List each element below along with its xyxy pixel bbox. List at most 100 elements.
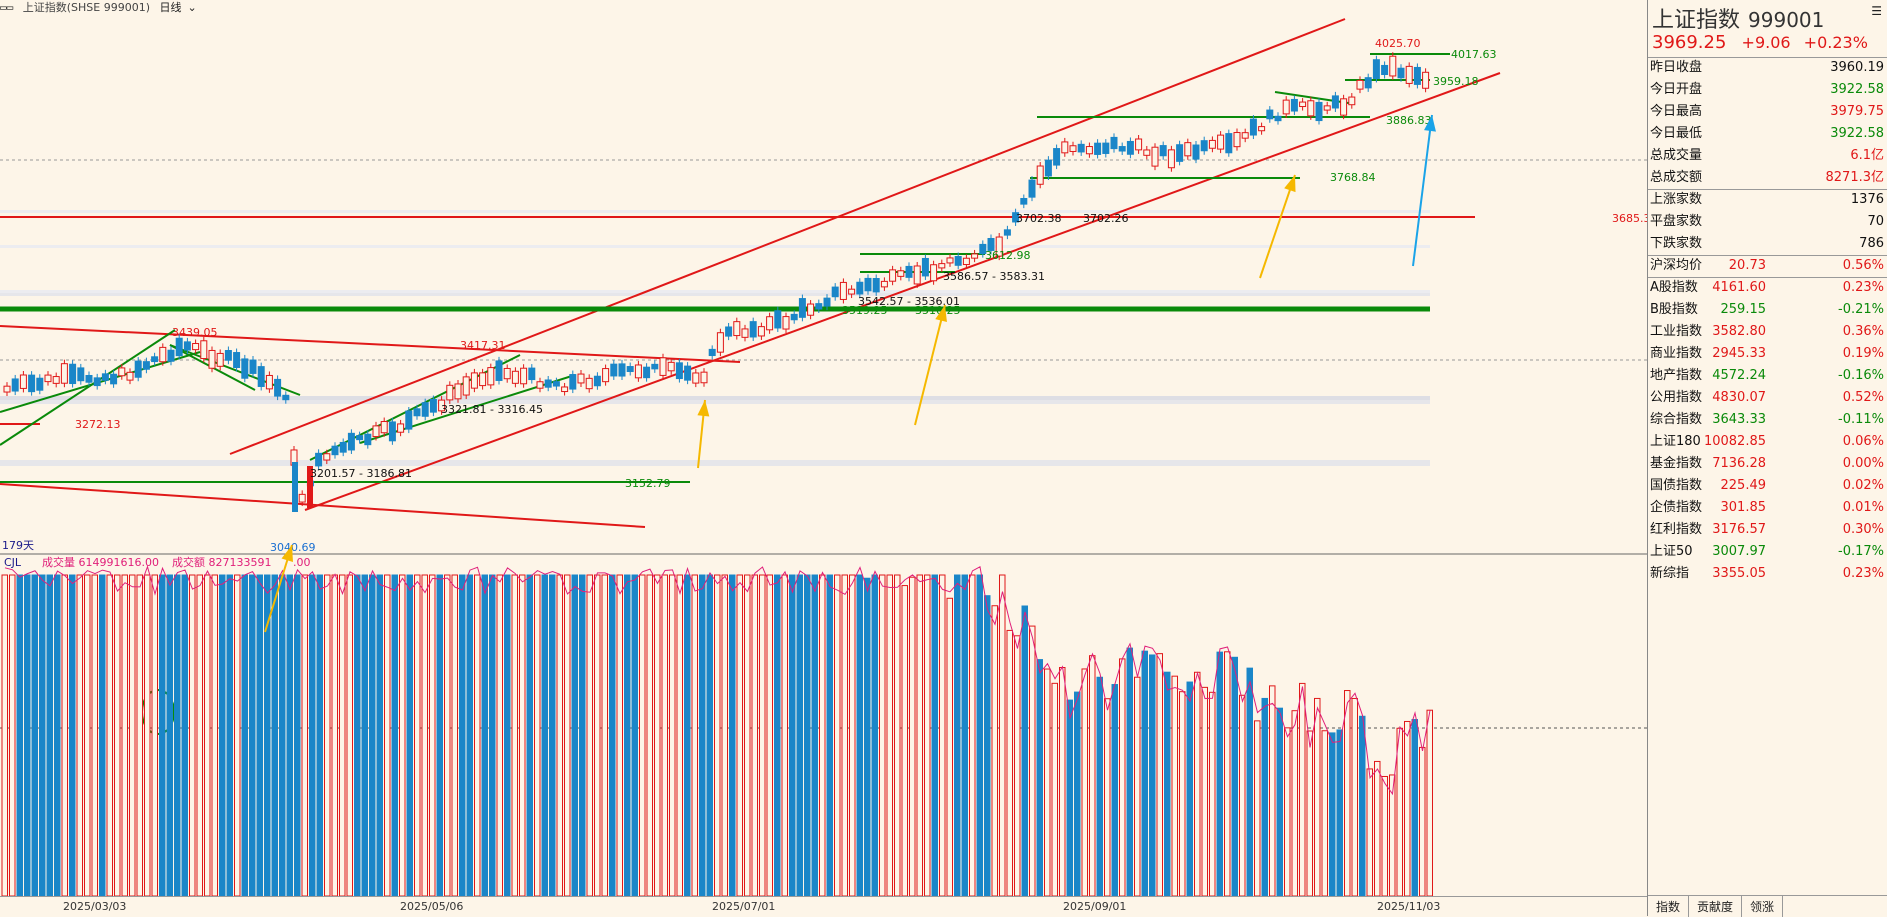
candle-body	[11, 378, 19, 392]
layout-toggle-icon[interactable]: ▭▭	[0, 1, 14, 14]
last-price: 3969.25	[1652, 32, 1727, 53]
stat-row[interactable]: 总成交额 8271.3亿	[1648, 167, 1887, 189]
candle-body	[675, 362, 683, 380]
trend-line	[304, 72, 1501, 511]
trend-line	[0, 325, 741, 363]
volume-bar	[474, 574, 481, 896]
volume-bar	[1051, 682, 1058, 896]
volume-bar	[384, 574, 391, 896]
index-row[interactable]: 公用指数 4830.07 0.52%	[1648, 387, 1887, 409]
arrow-head-icon	[697, 400, 710, 417]
volume-bar	[504, 574, 511, 896]
volume-bar	[879, 574, 886, 896]
price-label: 3768.84	[1330, 171, 1376, 184]
row-value: 786	[1859, 236, 1884, 251]
candlestick-chart[interactable]: 4025.70 4017.63 3959.18 3886.83 3768.84 3702.…	[0, 16, 1647, 896]
index-row[interactable]: 新综指 3355.05 0.23%	[1648, 563, 1887, 585]
index-row[interactable]: 地产指数 4572.24 -0.16%	[1648, 365, 1887, 387]
price-annotations: 4025.70 4017.63 3959.18 3886.83 3768.84 3702.…	[75, 37, 1647, 554]
candle-body	[626, 366, 634, 373]
tab-leaders[interactable]: 领涨	[1742, 896, 1784, 917]
stat-row[interactable]: 总成交量 6.1亿	[1648, 145, 1887, 167]
tab-index[interactable]: 指数	[1648, 896, 1690, 917]
volume-bar	[376, 574, 383, 896]
volume-bar	[646, 574, 653, 896]
volume-bar	[99, 574, 106, 896]
trend-line	[0, 329, 176, 446]
stat-row[interactable]: 今日最高 3979.75	[1648, 101, 1887, 123]
stat-row[interactable]: 昨日收盘 3960.19	[1648, 57, 1887, 79]
index-row[interactable]: 上证180 10082.85 0.06%	[1648, 431, 1887, 453]
candle-body	[774, 310, 782, 329]
row-label: 综合指数	[1650, 412, 1703, 427]
volume-bar	[1351, 697, 1358, 896]
volume-bar	[9, 574, 16, 896]
index-row[interactable]: 基金指数 7136.28 0.00%	[1648, 453, 1887, 475]
candle-body	[1135, 138, 1143, 151]
index-row[interactable]: 商业指数 2945.33 0.19%	[1648, 343, 1887, 365]
arrow-head-icon	[281, 545, 293, 563]
row-pct: 0.56%	[1842, 258, 1884, 273]
volume-bar	[271, 574, 278, 896]
candle-body	[438, 399, 446, 412]
volume-bar	[144, 574, 151, 896]
candle-body	[1167, 149, 1175, 169]
volume-bar	[616, 574, 623, 896]
price-label: 3519.25	[842, 304, 888, 317]
row-label: 企债指数	[1650, 500, 1703, 515]
row-value: 3922.58	[1830, 126, 1884, 141]
index-row[interactable]: 国债指数 225.49 0.02%	[1648, 475, 1887, 497]
index-row[interactable]: 红利指数 3176.57 0.30%	[1648, 519, 1887, 541]
stat-row[interactable]: 今日最低 3922.58	[1648, 123, 1887, 145]
candle-body	[249, 359, 257, 374]
volume-bar	[459, 574, 466, 896]
volume-bar	[781, 574, 788, 896]
candle-body	[1381, 64, 1389, 76]
candle-body	[1053, 148, 1061, 166]
index-row[interactable]: 工业指数 3582.80 0.36%	[1648, 321, 1887, 343]
volume-bar	[699, 574, 706, 896]
index-row[interactable]: 企债指数 301.85 0.01%	[1648, 497, 1887, 519]
candle-body	[216, 352, 224, 367]
index-row[interactable]: B股指数 259.15 -0.21%	[1648, 299, 1887, 321]
tab-contribution[interactable]: 贡献度	[1689, 896, 1743, 917]
candle-body	[454, 383, 462, 400]
volume-bar	[714, 574, 721, 896]
index-row[interactable]: 上证50 3007.97 -0.17%	[1648, 541, 1887, 563]
candle-body	[716, 332, 724, 353]
price-label: 3586.57 - 3583.31	[943, 270, 1045, 283]
panel-divider	[1648, 255, 1887, 256]
volume-bar	[1381, 775, 1388, 896]
candle-body	[1118, 146, 1126, 152]
count-row[interactable]: 下跌家数 786	[1648, 233, 1887, 255]
count-row[interactable]: 平盘家数 70	[1648, 211, 1887, 233]
volume-bar	[826, 574, 833, 896]
candle-body	[684, 365, 692, 381]
candle-body	[397, 423, 405, 433]
volume-indicator-name[interactable]: CJL	[4, 556, 22, 569]
index-row[interactable]: A股指数 4161.60 0.23%	[1648, 277, 1887, 299]
period-selector[interactable]: 日线 ⌄	[160, 1, 203, 14]
volume-bar	[1224, 651, 1231, 896]
index-row[interactable]: 综合指数 3643.33 -0.11%	[1648, 409, 1887, 431]
candle-body	[470, 372, 478, 389]
candle-body	[823, 297, 831, 307]
avg-price-row[interactable]: 沪深均价 20.73 0.56%	[1648, 255, 1887, 277]
volume-bar	[811, 574, 818, 896]
row-label: 今日最低	[1650, 126, 1703, 141]
candle-body	[388, 421, 396, 442]
volume-bar	[1164, 671, 1171, 896]
candle-body	[569, 374, 577, 390]
volume-bar	[999, 574, 1006, 896]
volume-bar	[189, 574, 196, 896]
volume-bar	[129, 574, 136, 896]
candle-body	[446, 384, 454, 401]
chart-toolbar: ▭▭ 上证指数(SHSE 999001) 日线 ⌄	[0, 0, 1647, 16]
list-menu-icon[interactable]: ☰	[1871, 4, 1882, 18]
volume-bar	[69, 574, 76, 896]
stat-row[interactable]: 今日开盘 3922.58	[1648, 79, 1887, 101]
candle-body	[1208, 139, 1216, 149]
volume-bar	[354, 574, 361, 896]
row-label: 今日最高	[1650, 104, 1703, 119]
count-row[interactable]: 上涨家数 1376	[1648, 189, 1887, 211]
